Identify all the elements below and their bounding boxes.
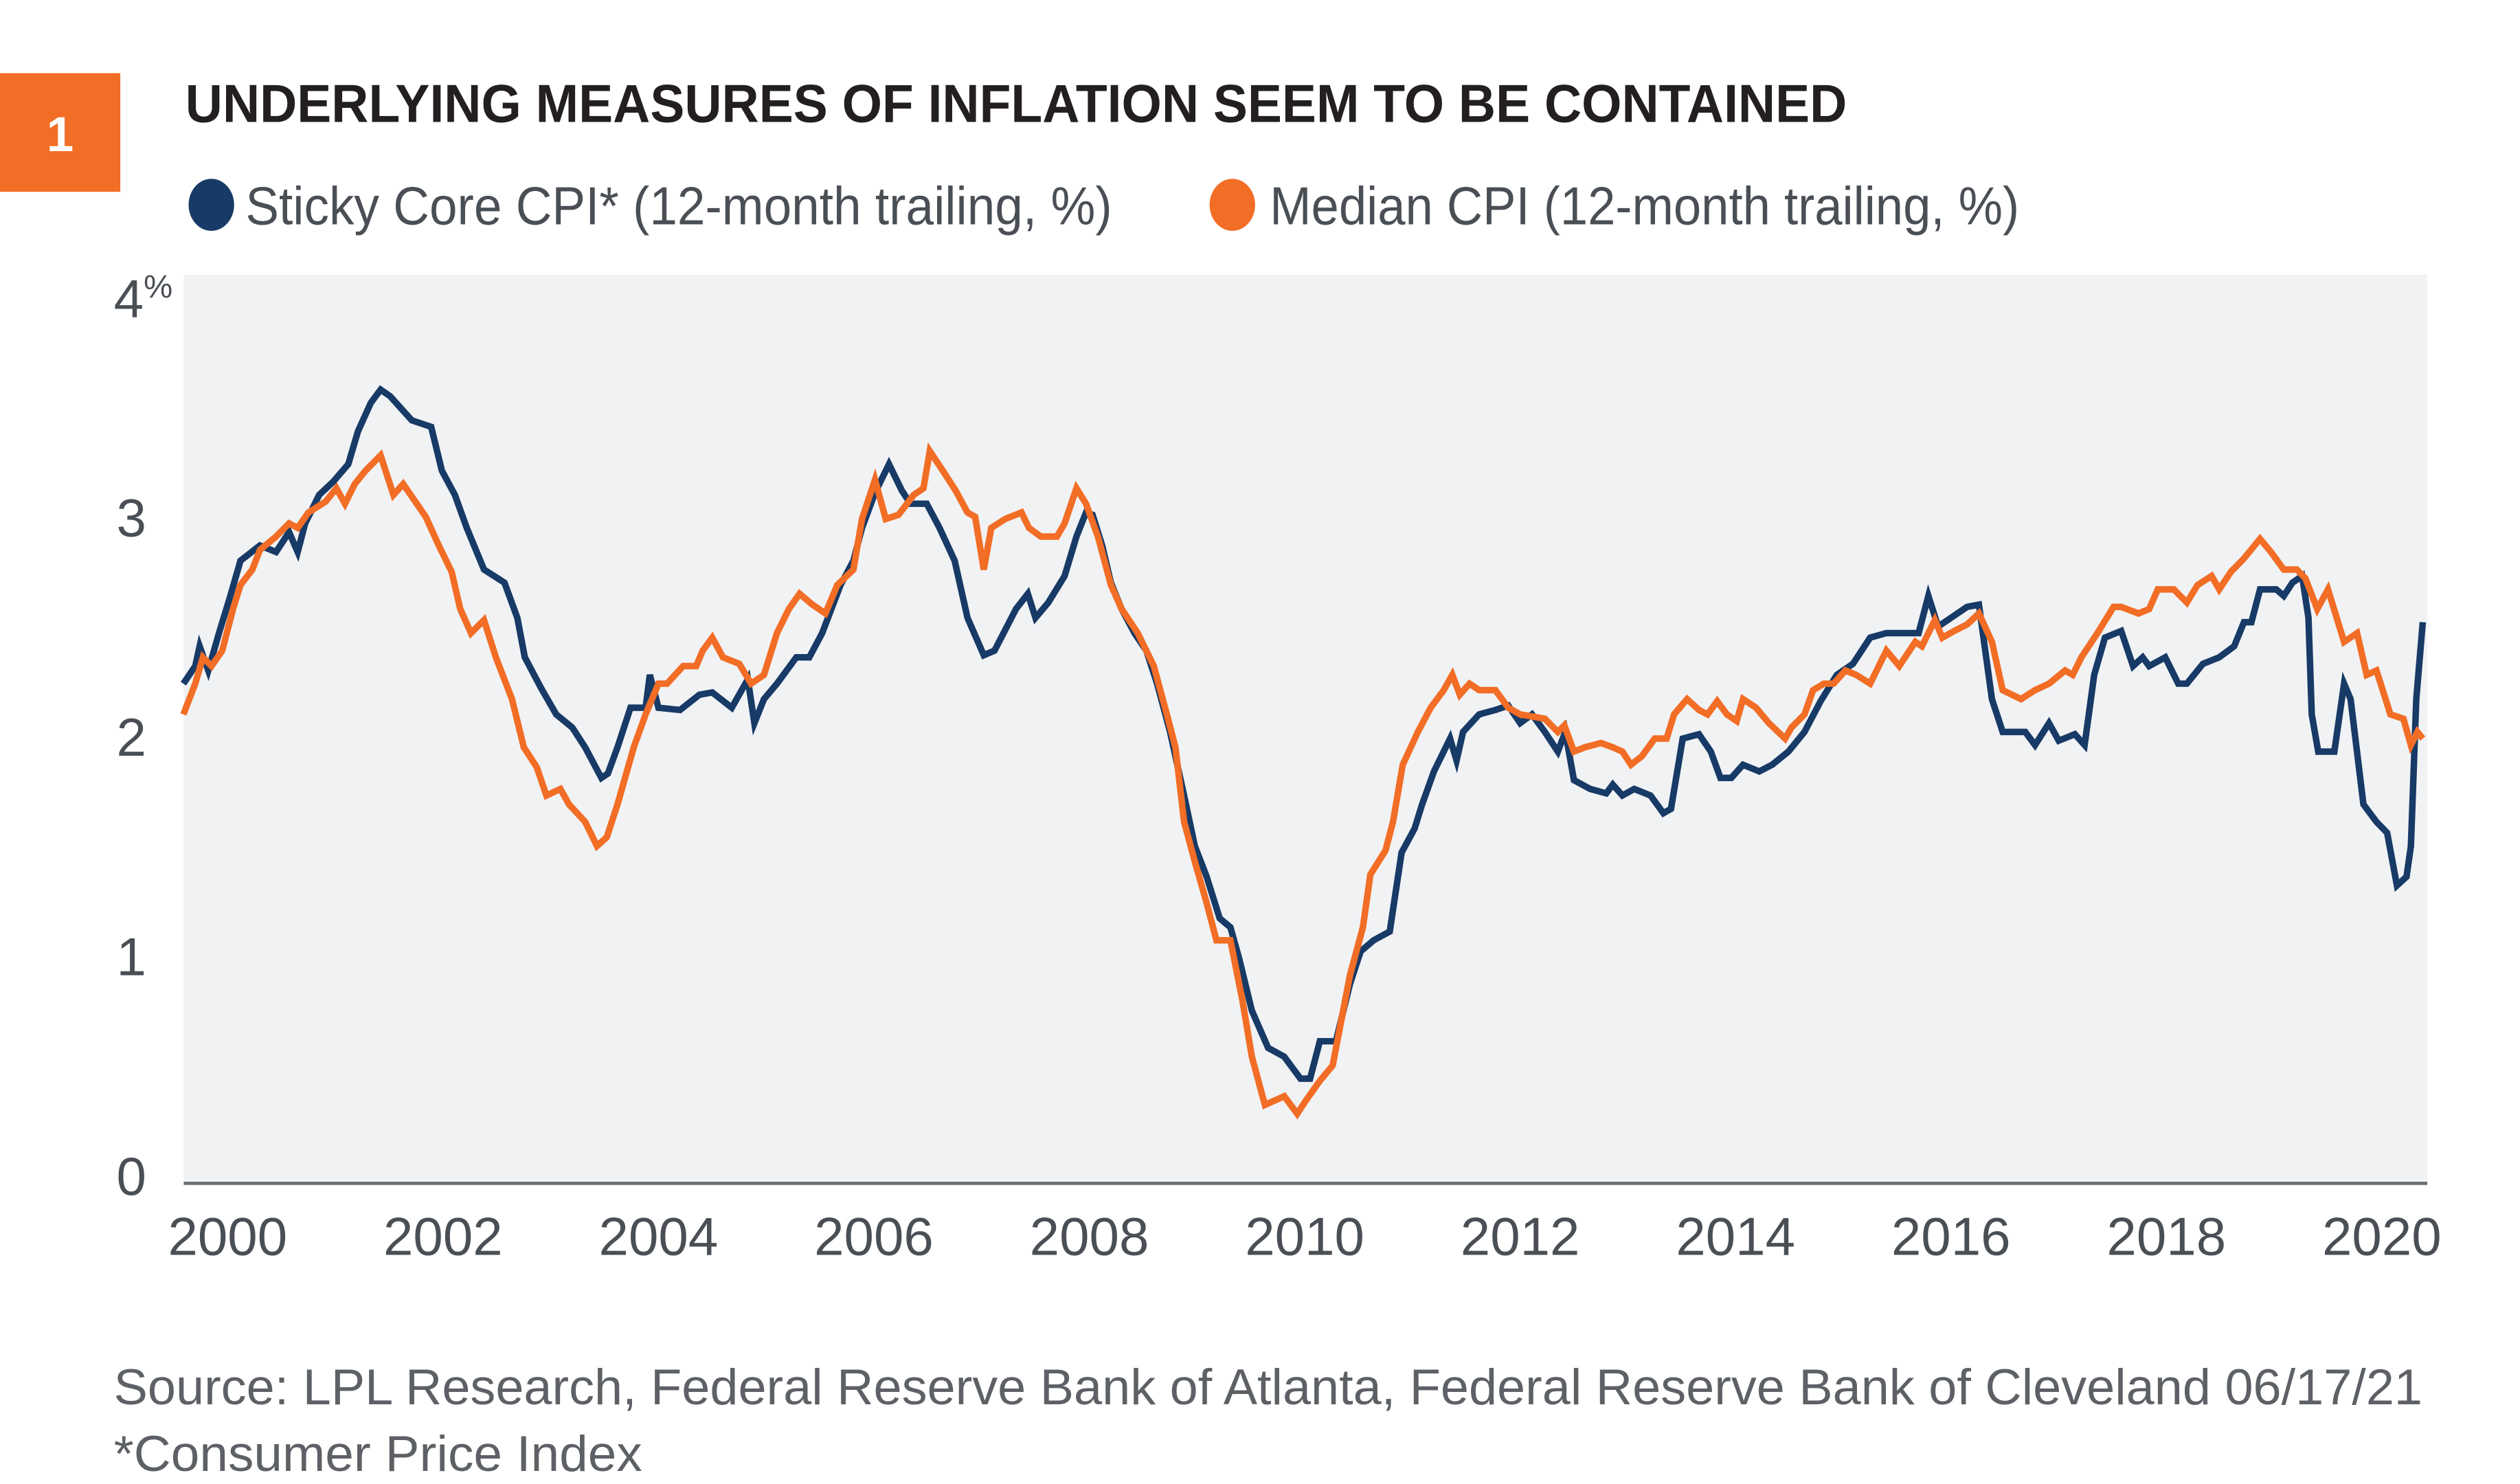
y-tick-label: 2 [117, 707, 146, 767]
x-tick-label: 2002 [383, 1206, 503, 1266]
source-note: Source: LPL Research, Federal Reserve Ba… [114, 1359, 2422, 1415]
chart-title: UNDERLYING MEASURES OF INFLATION SEEM TO… [185, 73, 1847, 133]
y-tick-label: 1 [117, 927, 146, 987]
figure-number: 1 [47, 108, 74, 162]
x-tick-label: 2010 [1245, 1206, 1364, 1266]
x-tick-label: 2006 [814, 1206, 934, 1266]
x-tick-label: 2012 [1461, 1206, 1580, 1266]
x-tick-label: 2000 [168, 1206, 287, 1266]
x-tick-label: 2008 [1030, 1206, 1149, 1266]
x-tick-label: 2016 [1891, 1206, 2011, 1266]
series-line-median-cpi [180, 442, 2426, 1120]
y-tick-label: 4% [114, 268, 173, 328]
series-layer [180, 385, 2427, 1120]
figure-number-badge [0, 73, 121, 192]
legend-marker-sticky [188, 179, 234, 231]
legend-marker-median [1209, 179, 1255, 231]
y-tick-label: 3 [117, 488, 146, 548]
series-line-sticky-core-cpi [181, 385, 2427, 1082]
x-tick-label: 2014 [1676, 1206, 1795, 1266]
x-tick-label: 2004 [599, 1206, 719, 1266]
legend-label-median: Median CPI (12-month trailing, %) [1270, 175, 2019, 236]
footnote: *Consumer Price Index [114, 1426, 642, 1482]
legend: Sticky Core CPI* (12-month trailing, %) … [188, 175, 2019, 236]
y-tick-label: 0 [117, 1146, 146, 1206]
x-tick-label: 2018 [2106, 1206, 2226, 1266]
tick-labels: 2000 2002 2004 2006 2008 2010 2012 2014 2016 2018… [114, 268, 2442, 1266]
legend-label-sticky: Sticky Core CPI* (12-month trailing, %) [245, 175, 1112, 236]
x-tick-label: 2020 [2322, 1206, 2442, 1266]
